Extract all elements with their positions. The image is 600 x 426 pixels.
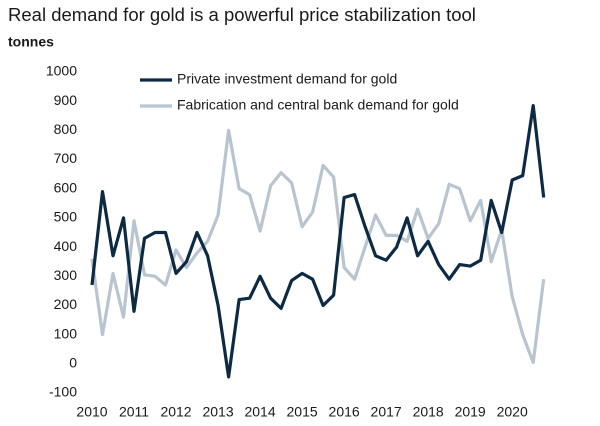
y-tick-label: 500 [54, 209, 78, 225]
y-tick-label: 400 [54, 238, 78, 254]
y-axis-label: tonnes [8, 34, 54, 50]
y-tick-label: 700 [54, 150, 78, 166]
x-tick-label: 2012 [160, 404, 191, 420]
y-tick-label: 100 [54, 325, 78, 341]
x-tick-label: 2014 [244, 404, 275, 420]
legend-label: Fabrication and central bank demand for … [177, 97, 459, 113]
x-tick-label: 2010 [76, 404, 107, 420]
x-tick-label: 2020 [497, 404, 528, 420]
x-tick-label: 2016 [329, 404, 360, 420]
y-tick-label: 800 [54, 121, 78, 137]
y-tick-label: -100 [49, 384, 77, 400]
y-tick-label: 0 [69, 355, 77, 371]
x-tick-label: 2013 [202, 404, 233, 420]
legend-label: Private investment demand for gold [177, 71, 397, 87]
y-tick-label: 300 [54, 267, 78, 283]
x-tick-label: 2011 [119, 404, 149, 420]
y-tick-label: 600 [54, 179, 78, 195]
x-tick-label: 2017 [371, 404, 402, 420]
series-line [90, 128, 546, 364]
chart-title: Real demand for gold is a powerful price… [8, 4, 476, 25]
x-tick-label: 2015 [287, 404, 318, 420]
y-tick-label: 1000 [46, 63, 77, 79]
x-tick-label: 2019 [455, 404, 486, 420]
y-tick-label: 200 [54, 296, 78, 312]
y-tick-label: 900 [54, 92, 78, 108]
series-line [90, 104, 546, 379]
x-tick-label: 2018 [413, 404, 444, 420]
